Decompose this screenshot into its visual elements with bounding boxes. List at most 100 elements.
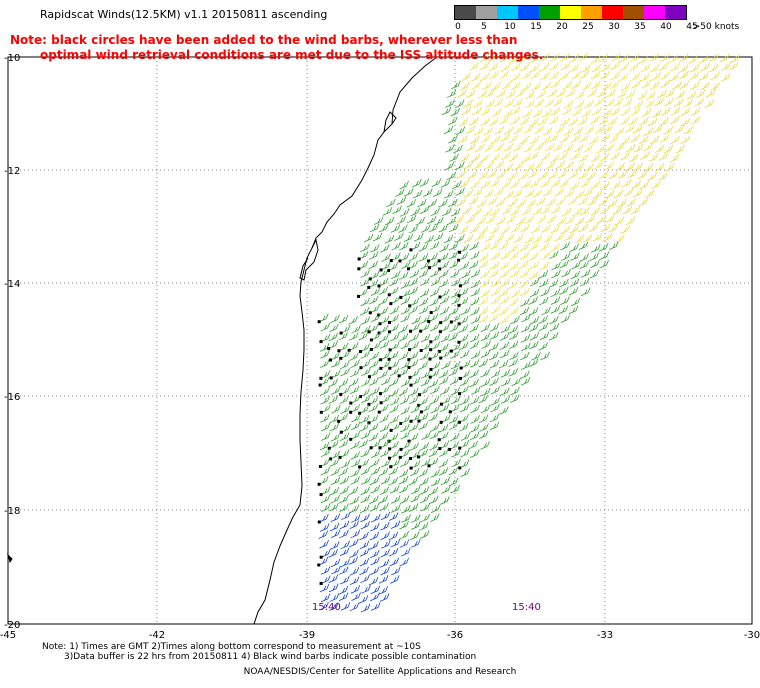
wind-barb: [420, 502, 431, 512]
wind-barb: [478, 171, 489, 180]
wind-barb: [470, 269, 481, 278]
wind-barb: [320, 448, 331, 458]
wind-barb: [494, 143, 504, 152]
wind-barb: [429, 513, 440, 523]
wind-barb: [575, 90, 585, 100]
wind-barb: [630, 205, 641, 215]
wind-barb: [660, 107, 671, 116]
wind-barb: [368, 251, 379, 260]
wind-barb: [491, 108, 502, 117]
wind-barb: [640, 63, 651, 73]
wind-barb: [620, 151, 630, 161]
wind-barb: [455, 234, 465, 243]
contamination-marker: [449, 349, 453, 353]
wind-barb: [458, 117, 469, 127]
wind-barb: [521, 82, 532, 91]
contamination-marker: [409, 457, 413, 461]
wind-barb: [319, 583, 330, 593]
wind-barb: [602, 233, 613, 242]
wind-barb: [449, 323, 459, 333]
wind-barb: [479, 153, 489, 163]
wind-barb: [551, 205, 561, 214]
wind-barb: [488, 53, 498, 62]
wind-barb: [510, 386, 520, 396]
wind-barb: [430, 404, 441, 414]
wind-barb: [470, 153, 481, 163]
wind-barb: [331, 386, 341, 395]
wind-barb: [568, 305, 579, 315]
wind-barb: [508, 134, 518, 143]
wind-barb: [569, 278, 580, 287]
wind-barb: [360, 430, 371, 440]
wind-barb: [529, 179, 540, 188]
wind-barb: [489, 421, 500, 431]
wind-barb: [499, 261, 510, 270]
wind-barb: [470, 279, 480, 289]
wind-barb: [410, 485, 421, 495]
wind-barb: [573, 126, 584, 136]
wind-barb: [559, 278, 569, 288]
wind-barb: [418, 522, 429, 531]
wind-barb: [420, 277, 430, 286]
wind-barb: [390, 520, 401, 529]
wind-barb: [417, 198, 427, 208]
wind-barb: [469, 116, 479, 126]
wind-barb: [469, 323, 479, 333]
contamination-marker: [317, 520, 321, 524]
wind-barb: [578, 116, 588, 126]
wind-barb: [512, 98, 523, 108]
contamination-marker: [317, 320, 321, 324]
wind-barb: [501, 377, 511, 387]
wind-barb: [569, 243, 579, 253]
wind-barb: [560, 52, 570, 62]
wind-barb: [328, 574, 339, 584]
wind-barb: [418, 297, 429, 307]
wind-barb: [349, 385, 360, 395]
wind-barb: [400, 296, 411, 305]
wind-barb: [441, 360, 451, 370]
wind-barb: [520, 370, 530, 379]
wind-barb: [649, 64, 659, 73]
wind-barb: [556, 216, 567, 226]
wind-barb: [349, 504, 360, 513]
wind-barb: [499, 53, 509, 63]
wind-barb: [500, 251, 511, 260]
wind-barb: [409, 333, 420, 342]
contamination-marker: [429, 340, 433, 344]
wind-barb: [599, 152, 610, 162]
wind-barb: [579, 253, 589, 262]
contamination-marker: [369, 446, 373, 450]
wind-barb: [459, 377, 470, 387]
wind-barb: [617, 170, 628, 179]
wind-barb: [349, 576, 360, 586]
wind-barb: [534, 142, 544, 152]
wind-barb: [528, 151, 539, 161]
wind-barb: [390, 538, 401, 548]
wind-barb: [485, 99, 496, 108]
wind-barb: [547, 88, 558, 98]
wind-barb: [401, 260, 411, 270]
wind-barb: [489, 359, 500, 369]
contamination-marker: [439, 356, 443, 360]
wind-barb: [401, 547, 411, 557]
wind-barb: [418, 421, 429, 431]
wind-barb: [721, 62, 731, 71]
wind-barb: [559, 178, 569, 188]
wind-barb: [510, 394, 520, 403]
wind-barb: [571, 70, 581, 80]
wind-barb: [368, 295, 379, 305]
wind-barb: [465, 215, 476, 224]
wind-barb: [615, 234, 625, 243]
contamination-marker: [398, 259, 402, 263]
wind-barb: [349, 332, 359, 341]
wind-barb: [319, 441, 330, 451]
wind-barb: [499, 315, 509, 325]
wind-barb: [388, 477, 398, 486]
wind-barb: [550, 107, 560, 116]
longitude-label: -30: [744, 630, 760, 641]
wind-barb: [600, 133, 611, 142]
wind-barb: [489, 331, 500, 340]
wind-barb: [350, 585, 361, 594]
wind-barb: [471, 386, 481, 395]
